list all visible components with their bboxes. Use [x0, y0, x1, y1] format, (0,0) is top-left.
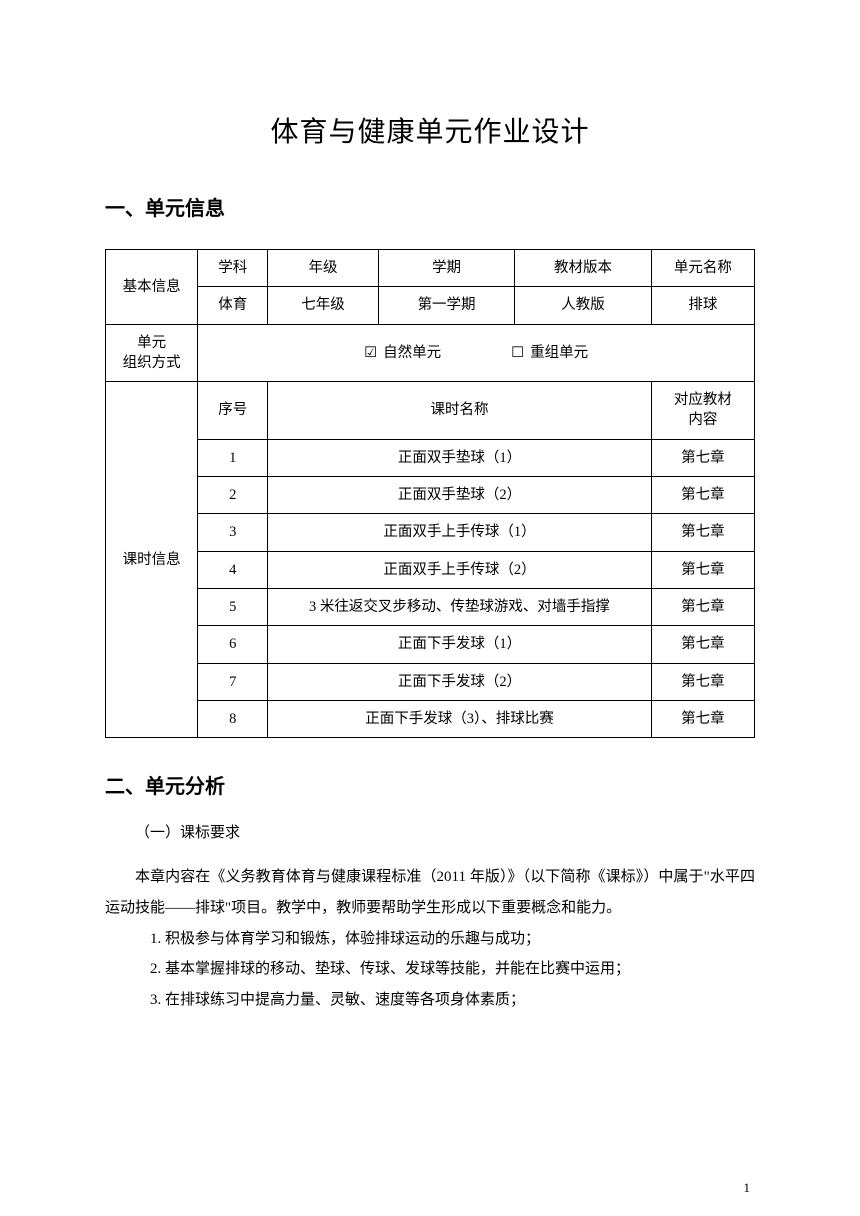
list-item: 2. 基本掌握排球的移动、垫球、传球、发球等技能，并能在比赛中运用； [105, 954, 755, 985]
lesson-name: 正面下手发球（3）、排球比赛 [268, 700, 651, 737]
lesson-name: 正面下手发球（1） [268, 626, 651, 663]
page-title: 体育与健康单元作业设计 [105, 110, 755, 150]
table-row: 1 正面双手垫球（1） 第七章 [106, 439, 755, 476]
table-row: 体育 七年级 第一学期 人教版 排球 [106, 287, 755, 324]
table-row: 6 正面下手发球（1） 第七章 [106, 626, 755, 663]
lesson-name: 正面双手上手传球（1） [268, 514, 651, 551]
header-unit-name: 单元名称 [651, 250, 754, 287]
lesson-seq: 1 [198, 439, 268, 476]
reorg-unit-label: 重组单元 [530, 343, 588, 363]
lesson-name: 正面双手垫球（2） [268, 477, 651, 514]
body-paragraph: 本章内容在《义务教育体育与健康课程标准（2011 年版）》（以下简称《课标》）中… [105, 862, 755, 924]
lesson-ref: 第七章 [651, 626, 754, 663]
list-item: 3. 在排球练习中提高力量、灵敏、速度等各项身体素质； [105, 985, 755, 1016]
label-lesson-info: 课时信息 [106, 382, 198, 738]
header-subject: 学科 [198, 250, 268, 287]
subheading: （一）课标要求 [105, 821, 755, 842]
table-row: 课时信息 序号 课时名称 对应教材 内容 [106, 382, 755, 440]
value-unit-name: 排球 [651, 287, 754, 324]
org-mode-cell: ☑ 自然单元 ☐ 重组单元 [198, 324, 755, 382]
lesson-ref: 第七章 [651, 477, 754, 514]
lesson-ref: 第七章 [651, 588, 754, 625]
header-semester: 学期 [378, 250, 514, 287]
lesson-name: 正面双手上手传球（2） [268, 551, 651, 588]
header-seq: 序号 [198, 382, 268, 440]
lesson-name: 正面下手发球（2） [268, 663, 651, 700]
table-row: 基本信息 学科 年级 学期 教材版本 单元名称 [106, 250, 755, 287]
lesson-ref: 第七章 [651, 551, 754, 588]
lesson-seq: 5 [198, 588, 268, 625]
table-row: 3 正面双手上手传球（1） 第七章 [106, 514, 755, 551]
label-basic-info: 基本信息 [106, 250, 198, 325]
header-grade: 年级 [268, 250, 379, 287]
unit-info-table: 基本信息 学科 年级 学期 教材版本 单元名称 体育 七年级 第一学期 人教版 … [105, 249, 755, 738]
lesson-ref: 第七章 [651, 700, 754, 737]
table-row: 单元 组织方式 ☑ 自然单元 ☐ 重组单元 [106, 324, 755, 382]
lesson-ref: 第七章 [651, 514, 754, 551]
lesson-seq: 8 [198, 700, 268, 737]
value-subject: 体育 [198, 287, 268, 324]
section-1-heading: 一、单元信息 [105, 192, 755, 221]
lesson-seq: 2 [198, 477, 268, 514]
lesson-seq: 6 [198, 626, 268, 663]
label-org-mode: 单元 组织方式 [106, 324, 198, 382]
lesson-ref: 第七章 [651, 663, 754, 700]
table-row: 4 正面双手上手传球（2） 第七章 [106, 551, 755, 588]
lesson-name: 3 米往返交叉步移动、传垫球游戏、对墙手指撑 [268, 588, 651, 625]
list-item: 1. 积极参与体育学习和锻炼，体验排球运动的乐趣与成功； [105, 924, 755, 955]
lesson-ref: 第七章 [651, 439, 754, 476]
value-textbook: 人教版 [515, 287, 651, 324]
page-number: 1 [744, 1180, 751, 1196]
lesson-name: 正面双手垫球（1） [268, 439, 651, 476]
lesson-seq: 7 [198, 663, 268, 700]
natural-unit-label: 自然单元 [383, 343, 441, 363]
value-grade: 七年级 [268, 287, 379, 324]
table-row: 8 正面下手发球（3）、排球比赛 第七章 [106, 700, 755, 737]
lesson-seq: 3 [198, 514, 268, 551]
header-lesson-name: 课时名称 [268, 382, 651, 440]
table-row: 7 正面下手发球（2） 第七章 [106, 663, 755, 700]
value-semester: 第一学期 [378, 287, 514, 324]
section-2-heading: 二、单元分析 [105, 770, 755, 799]
table-row: 5 3 米往返交叉步移动、传垫球游戏、对墙手指撑 第七章 [106, 588, 755, 625]
checkbox-unchecked-icon: ☐ [511, 343, 524, 363]
lesson-seq: 4 [198, 551, 268, 588]
header-textbook: 教材版本 [515, 250, 651, 287]
header-ref: 对应教材 内容 [651, 382, 754, 440]
table-row: 2 正面双手垫球（2） 第七章 [106, 477, 755, 514]
checkbox-checked-icon: ☑ [364, 343, 377, 363]
